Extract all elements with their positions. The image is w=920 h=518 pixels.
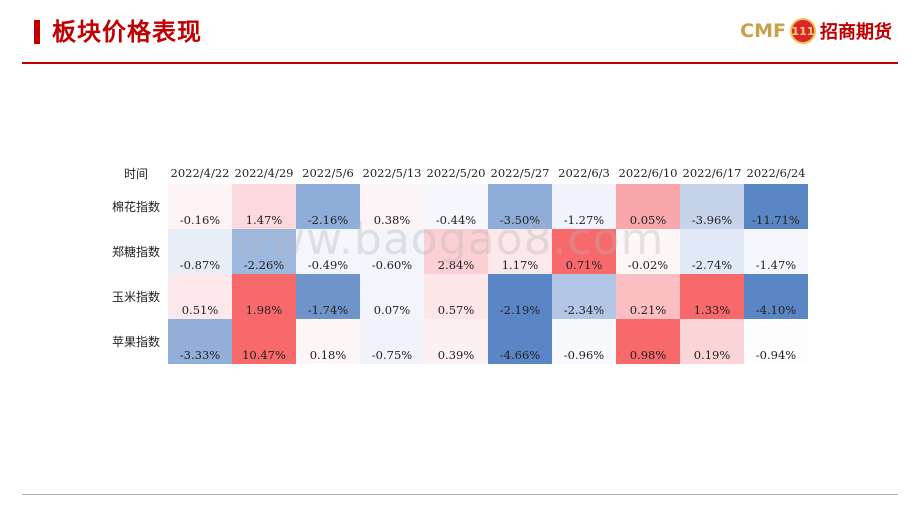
column-header-date: 2022/4/29 <box>234 166 294 180</box>
table-row: 玉米指数 0.51% 1.98% -1.74% 0.07% 0.57% -2.19% -2.3… <box>104 274 808 319</box>
heatmap-cell: 0.38% <box>360 184 424 229</box>
price-performance-table: 时间 2022/4/22 2022/4/29 2022/5/6 2022/5/13 20… <box>104 162 808 364</box>
heatmap-cell: 0.71% <box>552 229 616 274</box>
heatmap-cell: -0.60% <box>360 229 424 274</box>
table-row: 郑糖指数 -0.87% -2.26% -0.49% -0.60% 2.84% 1.17% 0.… <box>104 229 808 274</box>
row-label: 棉花指数 <box>111 200 160 214</box>
column-header-date: 2022/6/17 <box>682 166 742 180</box>
heatmap-cell: 0.39% <box>424 319 488 364</box>
column-header-date: 2022/6/3 <box>558 166 610 180</box>
column-header-date: 2022/5/27 <box>490 166 550 180</box>
heatmap-cell: 0.18% <box>296 319 360 364</box>
heatmap-cell: 0.07% <box>360 274 424 319</box>
page-title: 板块价格表现 <box>52 18 202 46</box>
heatmap-cell: -2.34% <box>552 274 616 319</box>
table-row: 棉花指数 -0.16% 1.47% -2.16% 0.38% -0.44% -3.50% -1… <box>104 184 808 229</box>
heatmap-cell: 0.05% <box>616 184 680 229</box>
heatmap-cell: -2.74% <box>680 229 744 274</box>
heatmap-cell: 1.98% <box>232 274 296 319</box>
heatmap-cell: -11.71% <box>744 184 808 229</box>
column-header-date: 2022/5/13 <box>362 166 422 180</box>
row-label: 玉米指数 <box>111 290 160 304</box>
column-header-date: 2022/5/20 <box>426 166 486 180</box>
heatmap-cell: -0.49% <box>296 229 360 274</box>
column-header-date: 2022/4/22 <box>170 166 230 180</box>
corner-label: 时间 <box>123 166 148 181</box>
logo-chinese-name: 招商期货 <box>820 22 892 43</box>
heatmap-cell: 10.47% <box>232 319 296 364</box>
footer-divider <box>22 494 898 495</box>
company-logo: CMF 111 招商期货 <box>740 14 892 48</box>
column-header-date: 2022/6/10 <box>618 166 678 180</box>
heatmap-cell: 0.51% <box>168 274 232 319</box>
heatmap-cell: -3.50% <box>488 184 552 229</box>
heatmap-cell: -2.16% <box>296 184 360 229</box>
heatmap-cell: -1.74% <box>296 274 360 319</box>
heatmap-cell: -2.26% <box>232 229 296 274</box>
heatmap-cell: -0.75% <box>360 319 424 364</box>
column-header-date: 2022/6/24 <box>746 166 806 180</box>
table-row: 苹果指数 -3.33% 10.47% 0.18% -0.75% 0.39% -4.66% -0… <box>104 319 808 364</box>
heatmap-cell: -1.27% <box>552 184 616 229</box>
header-divider <box>22 62 898 64</box>
heatmap-cell: -3.96% <box>680 184 744 229</box>
heatmap-cell: -0.87% <box>168 229 232 274</box>
heatmap-cell: 0.98% <box>616 319 680 364</box>
heatmap-cell: 2.84% <box>424 229 488 274</box>
title-accent-bar <box>34 20 40 44</box>
heatmap-cell: 0.21% <box>616 274 680 319</box>
heatmap-cell: -1.47% <box>744 229 808 274</box>
heatmap-cell: -4.66% <box>488 319 552 364</box>
heatmap-cell: 0.19% <box>680 319 744 364</box>
heatmap-cell: -0.16% <box>168 184 232 229</box>
heatmap-cell: -3.33% <box>168 319 232 364</box>
table-header-row: 时间 2022/4/22 2022/4/29 2022/5/6 2022/5/13 20… <box>104 162 808 184</box>
heatmap-cell: -2.19% <box>488 274 552 319</box>
logo-text: CMF <box>740 20 786 42</box>
heatmap-cell: -0.02% <box>616 229 680 274</box>
logo-emblem-icon: 111 <box>790 18 816 44</box>
column-header-date: 2022/5/6 <box>302 166 354 180</box>
row-label: 郑糖指数 <box>111 245 160 259</box>
heatmap-cell: -0.96% <box>552 319 616 364</box>
heatmap-cell: 1.17% <box>488 229 552 274</box>
heatmap-cell: -0.44% <box>424 184 488 229</box>
row-label: 苹果指数 <box>111 335 160 349</box>
heatmap-cell: 1.33% <box>680 274 744 319</box>
heatmap-cell: -4.10% <box>744 274 808 319</box>
heatmap-cell: 1.47% <box>232 184 296 229</box>
heatmap-cell: 0.57% <box>424 274 488 319</box>
heatmap-cell: -0.94% <box>744 319 808 364</box>
